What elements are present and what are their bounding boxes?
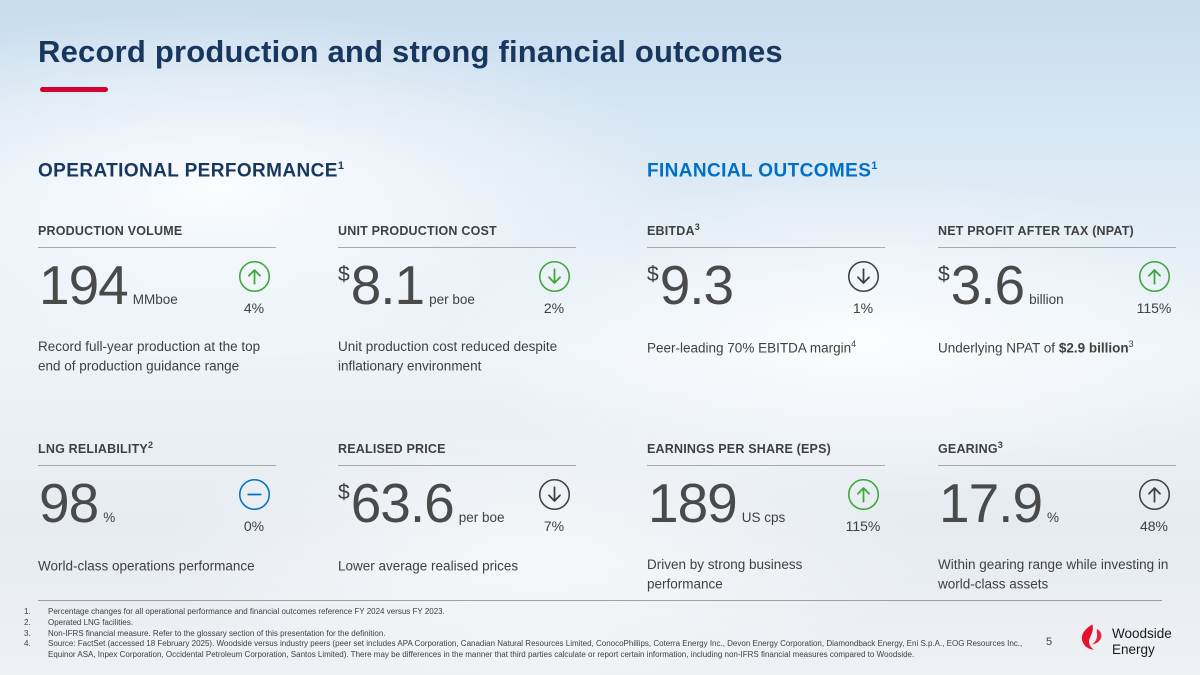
metric-trend: 115% bbox=[841, 478, 885, 534]
metric-trend: 48% bbox=[1132, 478, 1176, 534]
trend-down-icon bbox=[538, 478, 571, 511]
trend-up-icon bbox=[847, 478, 880, 511]
metric-trend: 4% bbox=[232, 260, 276, 316]
section-heading-operational: OPERATIONAL PERFORMANCE1 bbox=[38, 160, 344, 182]
metric-card-gearing: GEARING3 17.9% 48% Within gearing range … bbox=[938, 440, 1176, 594]
metric-value: 189 US cps bbox=[648, 472, 786, 535]
metric-change: 115% bbox=[1136, 300, 1172, 317]
accent-bar bbox=[40, 87, 108, 92]
metric-trend: 115% bbox=[1132, 260, 1176, 316]
footnote: 4. Source: FactSet (accessed 18 February … bbox=[24, 639, 1023, 660]
metric-description: Record full-year production at the top e… bbox=[38, 339, 261, 374]
metric-title: NET PROFIT AFTER TAX (NPAT) bbox=[938, 222, 1176, 249]
section-label: OPERATIONAL PERFORMANCE bbox=[38, 160, 338, 182]
metric-title: PRODUCTION VOLUME bbox=[38, 222, 276, 249]
footnote: 3. Non-IFRS financial measure. Refer to t… bbox=[24, 628, 386, 638]
metric-trend: 2% bbox=[532, 260, 576, 316]
metric-value: $9.3 bbox=[647, 254, 734, 317]
footnote: 1. Percentage changes for all operational… bbox=[24, 607, 445, 616]
metric-change: 115% bbox=[845, 518, 881, 535]
metric-card-realised-price: REALISED PRICE $63.6 per boe 7% Lower ave… bbox=[338, 440, 576, 576]
metric-description: Peer-leading 70% EBITDA margin4 bbox=[647, 339, 857, 356]
metric-card-production-volume: PRODUCTION VOLUME 194 MMboe 4% Record ful… bbox=[38, 222, 276, 376]
trend-up-icon bbox=[1138, 478, 1171, 511]
metric-card-ebitda: EBITDA3 $9.3 1% Peer-leading 70% EBITDA … bbox=[647, 222, 885, 358]
footer-divider bbox=[38, 600, 1162, 601]
metric-value: $63.6 per boe bbox=[338, 472, 505, 535]
section-label: FINANCIAL OUTCOMES bbox=[647, 160, 872, 182]
metric-description: Within gearing range while investing in … bbox=[938, 557, 1169, 592]
section-sup: 1 bbox=[337, 160, 345, 172]
metric-description: Underlying NPAT of $2.9 billion3 bbox=[938, 339, 1134, 356]
metric-trend: 0% bbox=[232, 478, 276, 534]
section-heading-financial: FINANCIAL OUTCOMES1 bbox=[647, 160, 878, 182]
page-number: 5 bbox=[1046, 636, 1053, 648]
metric-value: $8.1 per boe bbox=[338, 254, 475, 317]
metric-card-eps: EARNINGS PER SHARE (EPS) 189 US cps 115% … bbox=[647, 440, 885, 594]
metric-title: EBITDA3 bbox=[647, 222, 885, 249]
metric-card-lng-reliability: LNG RELIABILITY2 98% 0% World-class oper… bbox=[38, 440, 276, 576]
footnote: 2. Operated LNG facilities. bbox=[24, 617, 133, 627]
metric-card-npat: NET PROFIT AFTER TAX (NPAT) $3.6 billion … bbox=[938, 222, 1176, 358]
footnotes: 1. Percentage changes for all operational… bbox=[22, 607, 1027, 661]
slide-title: Record production and strong financial o… bbox=[38, 34, 783, 69]
metric-trend: 1% bbox=[841, 260, 885, 316]
metric-description: World-class operations performance bbox=[38, 558, 255, 574]
trend-flat-icon bbox=[238, 478, 271, 511]
metric-card-unit-production-cost: UNIT PRODUCTION COST $8.1 per boe 2% Unit… bbox=[338, 222, 576, 376]
metric-description: Lower average realised prices bbox=[338, 558, 519, 574]
metric-change: 0% bbox=[243, 518, 265, 535]
trend-down-icon bbox=[538, 260, 571, 293]
metric-change: 48% bbox=[1139, 518, 1169, 535]
trend-up-icon bbox=[1138, 260, 1171, 293]
metric-value: 98% bbox=[39, 472, 116, 535]
woodside-flame-icon bbox=[1075, 623, 1105, 660]
metric-trend: 7% bbox=[532, 478, 576, 534]
woodside-logo: Woodside Energy bbox=[1075, 623, 1172, 660]
trend-up-icon bbox=[238, 260, 271, 293]
metric-value: $3.6 billion bbox=[938, 254, 1064, 317]
metric-value: 194 MMboe bbox=[39, 254, 178, 317]
logo-wordmark: Woodside Energy bbox=[1112, 626, 1172, 657]
metric-change: 1% bbox=[852, 300, 874, 317]
metric-value: 17.9% bbox=[939, 472, 1060, 535]
trend-down-icon bbox=[847, 260, 880, 293]
metric-change: 2% bbox=[543, 300, 565, 317]
section-sup: 1 bbox=[871, 160, 878, 172]
metric-title: UNIT PRODUCTION COST bbox=[338, 222, 576, 249]
metric-change: 4% bbox=[243, 300, 265, 317]
metric-title: EARNINGS PER SHARE (EPS) bbox=[647, 440, 885, 467]
metric-title: REALISED PRICE bbox=[338, 440, 576, 467]
metric-change: 7% bbox=[543, 518, 565, 535]
metric-description: Unit production cost reduced despite inf… bbox=[338, 339, 558, 374]
metric-title: GEARING3 bbox=[938, 440, 1176, 467]
metric-title: LNG RELIABILITY2 bbox=[38, 440, 276, 467]
metric-description: Driven by strong business performance bbox=[647, 557, 803, 592]
